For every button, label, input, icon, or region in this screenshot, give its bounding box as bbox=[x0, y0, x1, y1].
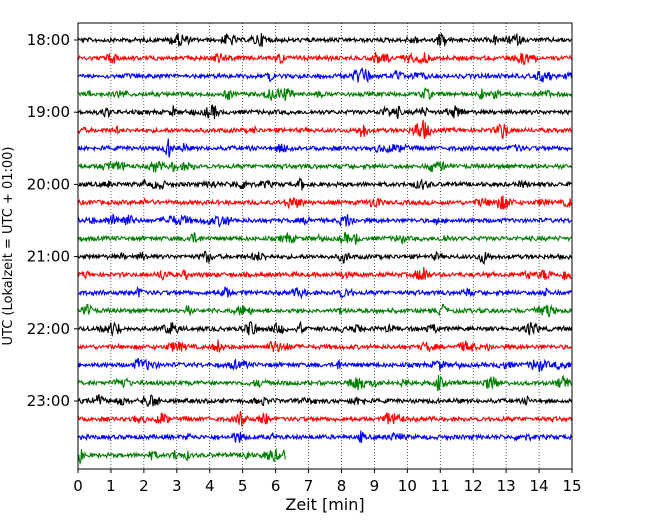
x-tick-label-12: 12 bbox=[464, 477, 483, 495]
x-tick-label-14: 14 bbox=[530, 477, 549, 495]
trace-1930 bbox=[77, 138, 572, 158]
y-tick-label-20:00: 20:00 bbox=[27, 175, 70, 193]
x-tick-label-4: 4 bbox=[205, 477, 215, 495]
y-tick-label-22:00: 22:00 bbox=[27, 320, 70, 338]
plot-frame bbox=[77, 22, 573, 470]
x-axis-label: Zeit [min] bbox=[285, 495, 364, 514]
trace-1845 bbox=[77, 86, 573, 102]
trace-1815 bbox=[77, 51, 573, 66]
x-tick-label-9: 9 bbox=[370, 477, 380, 495]
trace-1945 bbox=[77, 160, 572, 173]
y-tick-label-21:00: 21:00 bbox=[27, 248, 70, 266]
trace-1915 bbox=[77, 119, 572, 140]
trace-2245 bbox=[77, 374, 573, 391]
trace-2000 bbox=[77, 176, 572, 191]
trace-2130 bbox=[77, 285, 572, 300]
y-tick-label-18:00: 18:00 bbox=[27, 31, 70, 49]
x-tick-label-13: 13 bbox=[497, 477, 516, 495]
y-axis-ticks: 18:00 19:00 20:00 21:00 22:00 23:00 bbox=[27, 31, 78, 410]
trace-2015 bbox=[77, 195, 572, 210]
trace-2045 bbox=[77, 232, 572, 245]
y-tick-label-19:00: 19:00 bbox=[27, 103, 70, 121]
trace-2315 bbox=[77, 411, 573, 427]
trace-2200 bbox=[77, 320, 573, 337]
trace-1830 bbox=[77, 67, 573, 84]
trace-2030 bbox=[77, 213, 572, 229]
x-tick-label-5: 5 bbox=[238, 477, 248, 495]
x-tick-label-3: 3 bbox=[172, 477, 182, 495]
trace-2145 bbox=[77, 303, 573, 319]
y-tick-label-23:00: 23:00 bbox=[27, 392, 70, 410]
x-tick-label-7: 7 bbox=[304, 477, 314, 495]
x-tick-label-11: 11 bbox=[431, 477, 450, 495]
x-axis-ticks: 0 1 2 3 4 5 6 7 8 9 10 11 12 13 14 15 bbox=[73, 469, 582, 495]
x-tick-label-2: 2 bbox=[139, 477, 149, 495]
trace-2115 bbox=[77, 267, 572, 281]
grid-lines bbox=[110, 23, 540, 469]
trace-2100 bbox=[77, 250, 573, 265]
trace-layer bbox=[77, 32, 573, 466]
x-tick-label-15: 15 bbox=[562, 477, 581, 495]
x-tick-label-10: 10 bbox=[398, 477, 417, 495]
trace-2330 bbox=[77, 430, 573, 444]
x-tick-label-8: 8 bbox=[337, 477, 347, 495]
trace-2345 bbox=[77, 447, 286, 466]
y-axis-label: UTC (Lokalzeit = UTC + 01:00) bbox=[1, 147, 16, 346]
x-tick-label-1: 1 bbox=[106, 477, 116, 495]
trace-1900 bbox=[77, 104, 572, 120]
trace-2300 bbox=[77, 394, 573, 407]
x-tick-label-6: 6 bbox=[271, 477, 281, 495]
trace-2215 bbox=[77, 339, 572, 353]
trace-1800 bbox=[77, 32, 572, 47]
trace-2230 bbox=[77, 357, 572, 373]
x-tick-label-0: 0 bbox=[73, 477, 83, 495]
